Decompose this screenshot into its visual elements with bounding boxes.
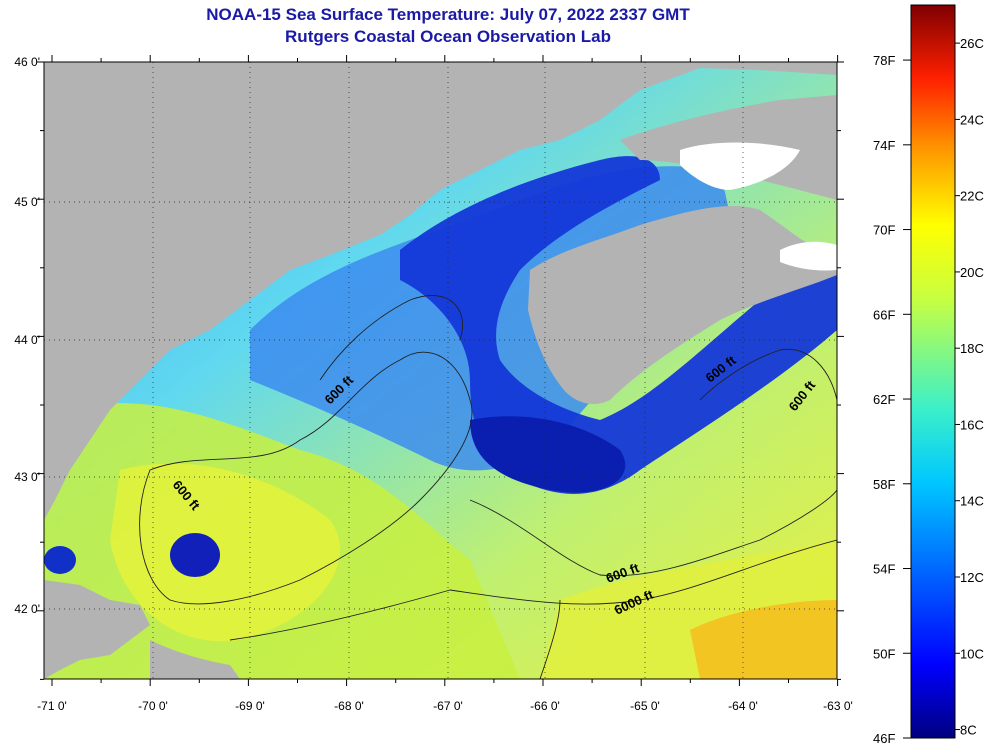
cold-region-fundy xyxy=(400,156,837,494)
contour-600ft-c xyxy=(469,489,837,577)
colorbar-label-c: 20C xyxy=(960,265,984,280)
colorbar-label-c: 12C xyxy=(960,570,984,585)
axis-ticks xyxy=(37,55,844,686)
lon-label: -63 0' xyxy=(823,699,853,713)
lon-label: -68 0' xyxy=(334,699,364,713)
chart-title: NOAA-15 Sea Surface Temperature: July 07… xyxy=(206,5,690,24)
colorbar-label-c: 18C xyxy=(960,341,984,356)
colorbar-label-f: 54F xyxy=(873,562,895,577)
colorbar-label-c: 10C xyxy=(960,646,984,661)
colorbar-label-f: 70F xyxy=(873,223,895,238)
colorbar-label-f: 74F xyxy=(873,138,895,153)
lon-label: -70 0' xyxy=(138,699,168,713)
colorbar-label-f: 46F xyxy=(873,731,895,746)
lat-label: 45 0' xyxy=(14,195,40,209)
cold-spot xyxy=(170,533,220,577)
contour-600ft-d xyxy=(699,348,837,401)
warm-patch xyxy=(110,463,340,642)
colorbar-celsius-labels: 26C 24C 22C 20C 18C 16C 14C 12C 10C 8C xyxy=(960,36,984,737)
lon-label: -69 0' xyxy=(235,699,265,713)
colorbar-label-c: 16C xyxy=(960,417,984,432)
cloud-patch-east xyxy=(780,241,837,271)
contour-600ft-b xyxy=(319,295,463,381)
lon-label: -66 0' xyxy=(530,699,560,713)
colorbar-label-c: 26C xyxy=(960,36,984,51)
lat-label: 42 0' xyxy=(14,602,40,616)
colorbar-label-f: 58F xyxy=(873,477,895,492)
graticule xyxy=(44,62,837,679)
lon-label: -67 0' xyxy=(433,699,463,713)
colorbar-label-c: 24C xyxy=(960,112,984,127)
warmest-patch xyxy=(690,600,837,679)
coldest-patch xyxy=(470,416,626,493)
lat-label: 44 0' xyxy=(14,333,40,347)
cold-spot-coast xyxy=(44,546,76,574)
lon-label: -71 0' xyxy=(37,699,67,713)
land-islands xyxy=(150,640,240,679)
land-nova-scotia xyxy=(528,205,837,405)
colorbar-label-f: 66F xyxy=(873,307,895,322)
chart-subtitle: Rutgers Coastal Ocean Observation Lab xyxy=(285,27,611,46)
colorbar-label-f: 78F xyxy=(873,53,895,68)
lon-label: -65 0' xyxy=(630,699,660,713)
colorbar xyxy=(910,4,956,739)
contour-6000ft xyxy=(229,539,837,641)
colorbar-label-f: 50F xyxy=(873,646,895,661)
land-cape-cod xyxy=(44,580,150,679)
cloud-patch xyxy=(680,142,800,190)
colorbar-label-f: 62F xyxy=(873,392,895,407)
lat-label: 46 0' xyxy=(14,55,40,69)
colorbar-label-c: 8C xyxy=(960,723,977,738)
contour-600ft-a xyxy=(139,351,473,605)
contour-6000ft-b xyxy=(539,599,561,679)
colorbar-label-c: 22C xyxy=(960,189,984,204)
colorbar-fahrenheit-labels: 78F 74F 70F 66F 62F 58F 54F 50F 46F xyxy=(873,53,895,746)
lon-label: -64 0' xyxy=(728,699,758,713)
lat-label: 43 0' xyxy=(14,470,40,484)
colorbar-ticks xyxy=(903,42,960,739)
colorbar-label-c: 14C xyxy=(960,494,984,509)
plot-frame xyxy=(43,61,838,680)
land-new-england xyxy=(44,62,837,520)
